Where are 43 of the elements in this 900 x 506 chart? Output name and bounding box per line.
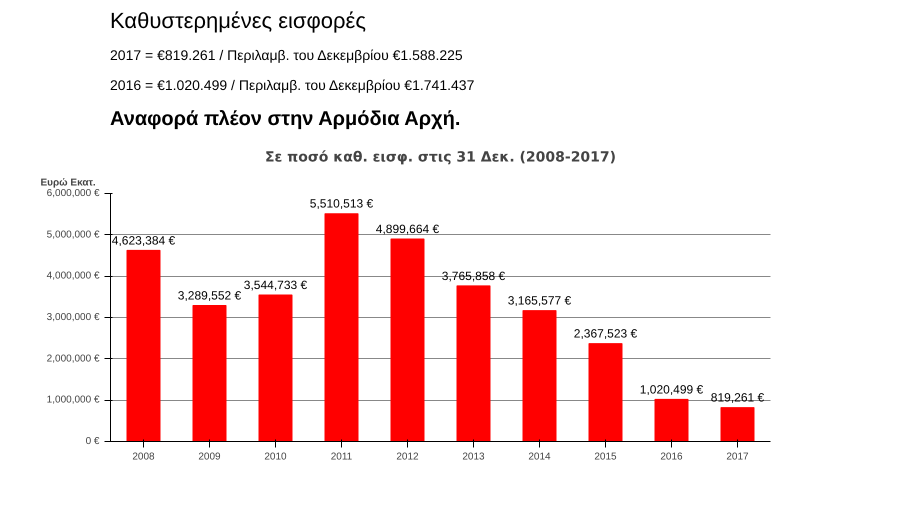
bar bbox=[324, 213, 358, 442]
data-label: 819,261 € bbox=[710, 390, 765, 405]
data-label: 2,367,523 € bbox=[574, 326, 638, 341]
bar bbox=[720, 407, 754, 442]
y-tick-label: 3,000,000 € bbox=[46, 312, 100, 323]
y-tick-label: 2,000,000 € bbox=[46, 353, 100, 364]
x-tick-label: 2014 bbox=[528, 452, 552, 462]
text: 2016 = €1.020.499 / Περιλαμβ. του Δεκεμβρίου €1.741.437 bbox=[110, 76, 474, 95]
chart-title: Καθυστερημένες εισφορές bbox=[110, 7, 366, 35]
bar bbox=[456, 285, 490, 442]
x-tick-label: 2009 bbox=[198, 452, 222, 462]
text: Αναφορά πλέον στην Αρμόδια Αρχή. bbox=[110, 107, 460, 132]
data-label: 1,020,499 € bbox=[640, 382, 704, 396]
data-label: 3,544,733 € bbox=[244, 278, 308, 292]
bar bbox=[126, 250, 160, 442]
bar bbox=[258, 294, 292, 442]
y-tick-label: 0 € bbox=[86, 436, 100, 447]
bar bbox=[390, 238, 424, 442]
data-label: 4,899,664 € bbox=[376, 222, 440, 236]
y-tick-label: 1,000,000 € bbox=[46, 394, 100, 406]
x-tick-label: 2010 bbox=[264, 452, 288, 462]
x-tick-label: 2008 bbox=[132, 452, 156, 462]
bar bbox=[654, 398, 688, 442]
bar bbox=[192, 305, 226, 442]
chart-subtitle: Σε ποσό καθ. εισφ. στις 31 Δεκ. (2008-2017) bbox=[264, 150, 616, 166]
x-tick-label: 2016 bbox=[660, 452, 684, 462]
x-tick-label: 2015 bbox=[594, 452, 618, 462]
data-label: 3,165,577 € bbox=[508, 294, 572, 308]
bar bbox=[588, 343, 622, 442]
text: 2017 = €819.261 / Περιλαμβ. του Δεκεμβρίου €1.588.225 bbox=[110, 46, 463, 65]
y-tick-label: 5,000,000 € bbox=[46, 229, 100, 240]
y-axis-title: Ευρώ Εκατ. bbox=[40, 178, 96, 188]
x-tick-label: 2012 bbox=[396, 452, 420, 462]
x-tick-label: 2017 bbox=[726, 452, 750, 462]
data-label: 3,765,858 € bbox=[442, 268, 506, 283]
data-label: 4,623,384 € bbox=[112, 233, 176, 248]
x-tick-label: 2011 bbox=[330, 452, 353, 462]
y-tick-label: 6,000,000 € bbox=[46, 188, 100, 199]
x-tick-label: 2013 bbox=[462, 452, 486, 462]
data-label: 5,510,513 € bbox=[310, 196, 374, 211]
y-tick-label: 4,000,000 € bbox=[46, 270, 100, 282]
bar bbox=[522, 310, 556, 442]
data-label: 3,289,552 € bbox=[178, 288, 242, 303]
